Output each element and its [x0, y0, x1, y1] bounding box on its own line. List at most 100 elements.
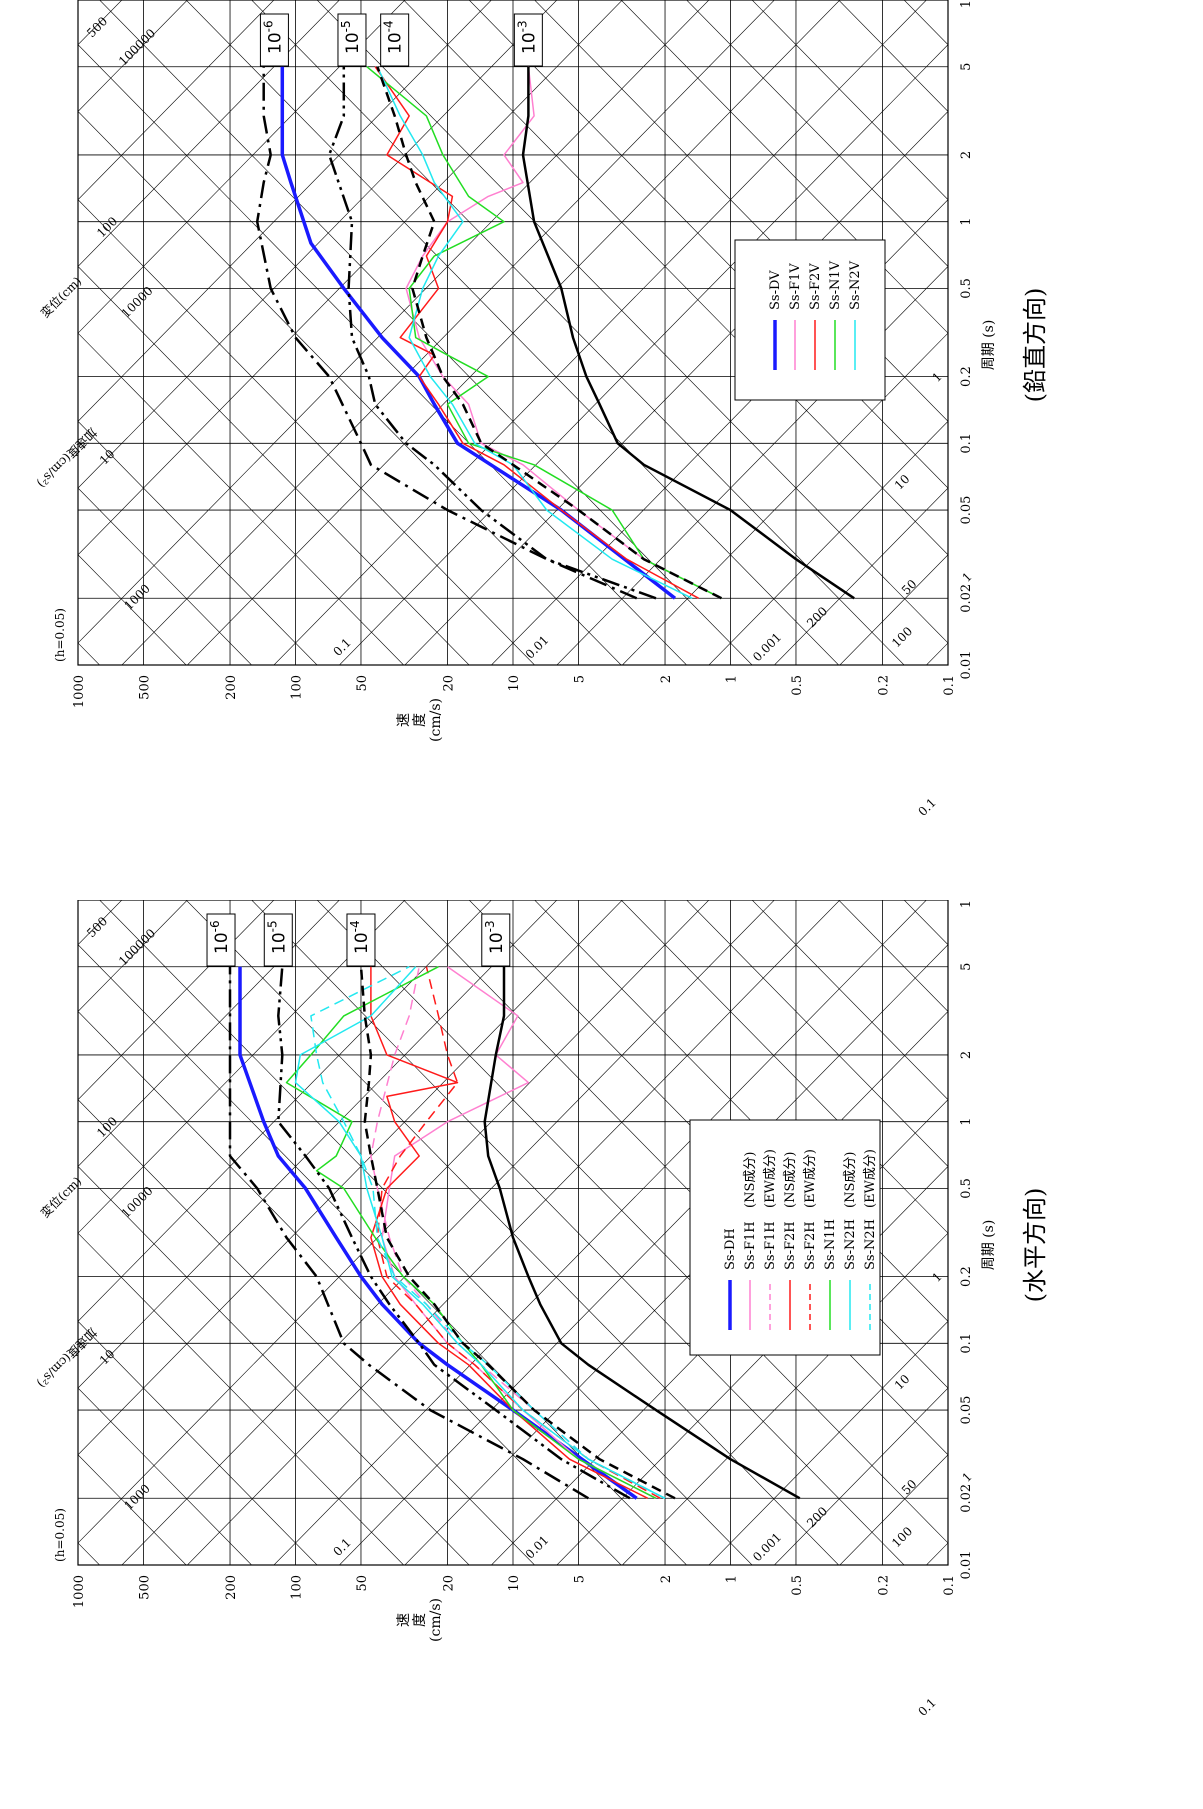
hazard-label-exponent: -6: [208, 920, 222, 932]
damping-label: (h=0.05): [53, 1508, 67, 1562]
displacement-gridline: [78, 900, 123, 946]
hazard-label-box: [481, 913, 511, 967]
acceleration-gridline: [316, 0, 948, 644]
velocity-axis-label: 度: [412, 1613, 428, 1627]
panel-caption: (水平方向): [1021, 1188, 1049, 1303]
acceleration-tick-label: 10: [97, 1347, 118, 1368]
displacement-gridline: [708, 420, 948, 665]
legend-label: Ss-N1H: [823, 1219, 838, 1270]
displacement-gridline: [338, 944, 948, 1565]
series-line-hazard-8: [521, 66, 855, 600]
acceleration-gridline: [1122, 900, 1203, 1632]
displacement-gridline: [1144, 900, 1203, 1632]
acceleration-gridline: [78, 1454, 187, 1565]
velocity-tick-label: 20: [442, 1575, 457, 1592]
legend-label: Ss-N2H: [863, 1219, 878, 1270]
velocity-axis-label: 速: [396, 713, 412, 727]
acceleration-gridline: [78, 199, 535, 665]
acceleration-gridline: [0, 900, 100, 1632]
period-tick-label: 0.05: [959, 1396, 974, 1425]
period-tick-label: 0.05: [959, 496, 974, 525]
period-tick-label: 0.01: [959, 1551, 974, 1580]
series-line-hazard-6: [327, 66, 657, 600]
series-line-ss-f2h: [376, 966, 661, 1499]
hazard-label-exponent: -3: [515, 20, 529, 32]
displacement-gridline: [78, 0, 188, 112]
acceleration-gridline: [78, 944, 688, 1565]
damping-label: (h=0.05): [53, 608, 67, 662]
velocity-tick-label: 10: [507, 675, 522, 692]
velocity-tick-label: 1: [725, 675, 740, 683]
series-line-ss-n2h: [294, 966, 666, 1499]
acceleration-gridline: [0, 0, 34, 732]
displacement-gridline: [78, 0, 492, 422]
velocity-axis-label: (cm/s): [428, 698, 444, 742]
series-line-ss-n2h: [310, 966, 666, 1499]
hazard-label-exponent: -3: [483, 920, 497, 932]
velocity-tick-label: 0.2: [877, 1575, 892, 1596]
period-tick-label: 2: [959, 151, 974, 159]
velocity-tick-label: 20: [442, 675, 457, 692]
hazard-label-box: [263, 913, 293, 967]
acceleration-tick-label: 1: [960, 570, 975, 585]
acceleration-gridline: [1056, 900, 1203, 1632]
displacement-gridline: [0, 900, 35, 1632]
displacement-axis-label: 変位(cm): [37, 1173, 84, 1220]
legend: Ss-DV Ss-F1V Ss-F2V Ss-N1V Ss-N2V: [734, 239, 886, 401]
acceleration-gridline: [78, 487, 253, 665]
displacement-gridline: [708, 1320, 948, 1565]
series-line-ss-n1h: [285, 966, 657, 1499]
plot-inner: [0, 900, 1203, 1632]
horizontal-spectrum-chart: 10-610-510-410-30.010.020.050.10.20.5125…: [0, 900, 1203, 1719]
displacement-gridline: [121, 900, 775, 1565]
displacement-tick-label: 100: [889, 624, 915, 650]
displacement-gridline: [78, 900, 710, 1544]
acceleration-gridline: [99, 0, 753, 665]
displacement-tick-label: 0.001: [750, 630, 784, 664]
acceleration-gridline: [78, 642, 100, 665]
velocity-tick-label: 50: [355, 675, 370, 692]
acceleration-gridline: [751, 0, 948, 201]
period-tick-label: 0.02: [959, 584, 974, 613]
panel-caption: (鉛直方向): [1021, 288, 1049, 403]
acceleration-tick-label: 100000: [116, 26, 158, 68]
displacement-tick-label: 200: [804, 1504, 830, 1530]
legend-note: (EW成分): [803, 1149, 818, 1208]
velocity-tick-label: 0.1: [942, 675, 957, 696]
legend-note: (NS成分): [743, 1152, 758, 1208]
period-tick-label: 2: [959, 1051, 974, 1059]
velocity-tick-label: 0.5: [790, 1575, 805, 1596]
series-line-ss-f2h: [370, 966, 649, 1499]
acceleration-gridline: [1056, 0, 1203, 732]
displacement-gridline: [0, 0, 35, 732]
displacement-gridline: [1078, 900, 1203, 1632]
displacement-tick-label: 0.1: [330, 635, 353, 658]
horizontal-spectrum-panel: 10-6 10-5 10-4 10-3 0.01 0.02 0.05 0.1 0.2 0.5 1 2 5…: [0, 900, 1203, 1780]
displacement-gridline: [621, 1232, 948, 1565]
period-axis-label: 周期 (s): [981, 320, 997, 371]
series-line-ss-f1h: [370, 966, 666, 1499]
hazard-label-box: [206, 913, 236, 967]
legend-note: (NS成分): [843, 1152, 858, 1208]
legend-label: Ss-F2V: [808, 263, 823, 310]
acceleration-gridline: [78, 111, 622, 665]
displacement-gridline: [273, 0, 927, 665]
legend-label: Ss-F2H: [803, 1221, 818, 1270]
displacement-tick-label: 1: [930, 1270, 945, 1285]
displacement-tick-label: 0.001: [750, 1530, 784, 1564]
acceleration-gridline: [1122, 0, 1203, 732]
acceleration-gridline: [78, 265, 470, 665]
acceleration-gridline: [686, 900, 948, 1167]
acceleration-tick-label: 10: [97, 447, 118, 468]
acceleration-gridline: [99, 900, 753, 1565]
displacement-tick-label: 0.01: [523, 1533, 552, 1562]
acceleration-gridline: [78, 44, 688, 665]
displacement-gridline: [404, 111, 948, 665]
series-line-ss-f1h: [381, 966, 657, 1499]
acceleration-tick-label: 0.1: [915, 1695, 938, 1718]
displacement-gridline: [186, 0, 841, 665]
displacement-gridline: [1144, 0, 1203, 732]
legend-label: Ss-DH: [723, 1228, 738, 1270]
displacement-tick-label: 500: [84, 14, 110, 40]
velocity-tick-label: 0.5: [790, 675, 805, 696]
